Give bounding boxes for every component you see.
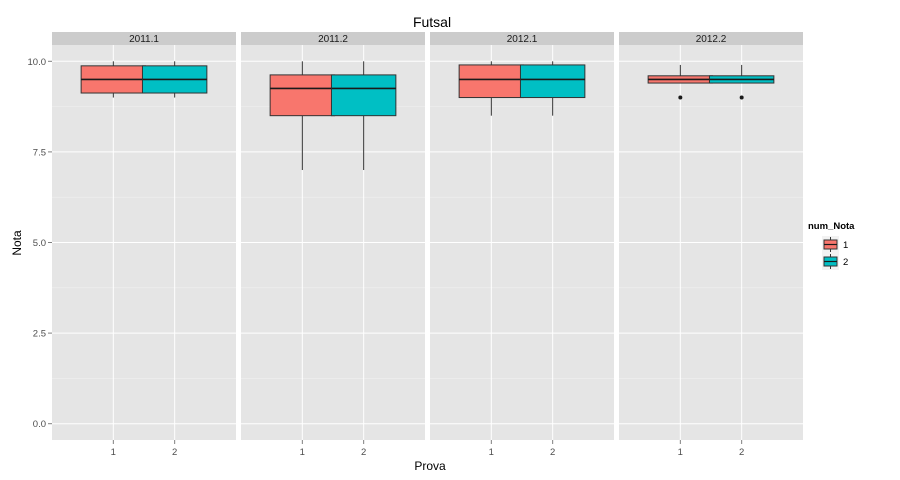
x-tick-label: 1 bbox=[678, 447, 683, 458]
y-axis: 0.0 2.5 5.0 7.5 10.0 bbox=[28, 57, 52, 430]
panel-2011-1: 2011.1 bbox=[52, 32, 236, 440]
y-tick-label: 7.5 bbox=[33, 147, 46, 158]
y-axis-title: Nota bbox=[10, 230, 24, 256]
legend-key-2: 2 bbox=[822, 253, 848, 270]
box-2011-2-1 bbox=[269, 61, 336, 171]
box-iqr bbox=[519, 64, 586, 99]
y-tick-label: 0.0 bbox=[33, 419, 46, 430]
box-2011-1-2 bbox=[141, 61, 208, 98]
chart-title: Futsal bbox=[413, 14, 451, 30]
legend: num_Nota 1 2 bbox=[808, 221, 855, 270]
panel-2012-1: 2012.1 bbox=[430, 32, 614, 440]
legend-label: 2 bbox=[843, 257, 848, 268]
x-tick-label: 1 bbox=[111, 447, 116, 458]
box-iqr bbox=[458, 64, 525, 99]
box-2011-1-1 bbox=[80, 61, 147, 98]
x-tick-label: 1 bbox=[300, 447, 305, 458]
y-tick-label: 10.0 bbox=[28, 57, 47, 68]
x-tick-label: 2 bbox=[361, 447, 366, 458]
facet-strip-label: 2012.2 bbox=[696, 34, 727, 45]
panel-2012-2: 2012.2 bbox=[619, 32, 803, 440]
box-2012-1-1 bbox=[458, 61, 525, 116]
box-iqr bbox=[269, 74, 336, 117]
facet-strip-label: 2011.2 bbox=[318, 34, 348, 45]
legend-key-1: 1 bbox=[822, 236, 848, 253]
outlier-point bbox=[739, 95, 744, 100]
x-axis-title: Prova bbox=[414, 459, 446, 473]
facet-strip bbox=[241, 32, 425, 45]
facet-strip bbox=[619, 32, 803, 45]
facet-strip bbox=[430, 32, 614, 45]
box-iqr bbox=[330, 74, 397, 117]
legend-title: num_Nota bbox=[808, 221, 855, 232]
box-2012-1-2 bbox=[519, 61, 586, 116]
x-tick-label: 2 bbox=[739, 447, 744, 458]
x-tick-label: 2 bbox=[172, 447, 177, 458]
facet-strip bbox=[52, 32, 236, 45]
x-tick-label: 1 bbox=[489, 447, 494, 458]
outlier-point bbox=[678, 95, 683, 100]
y-tick-label: 2.5 bbox=[33, 329, 46, 340]
x-axis: 1 2 1 2 1 2 1 2 bbox=[111, 440, 744, 458]
panel-2011-2: 2011.2 bbox=[241, 32, 425, 440]
facet-strip-label: 2012.1 bbox=[507, 34, 538, 45]
y-tick-label: 5.0 bbox=[33, 238, 46, 249]
x-tick-label: 2 bbox=[550, 447, 555, 458]
facet-panels: 2011.1 2011.2 2012.1 2012.2 bbox=[52, 32, 803, 440]
box-2012-2-2 bbox=[708, 64, 775, 100]
legend-label: 1 bbox=[843, 240, 848, 251]
box-2011-2-2 bbox=[330, 61, 397, 171]
facet-strip-label: 2011.1 bbox=[129, 34, 159, 45]
